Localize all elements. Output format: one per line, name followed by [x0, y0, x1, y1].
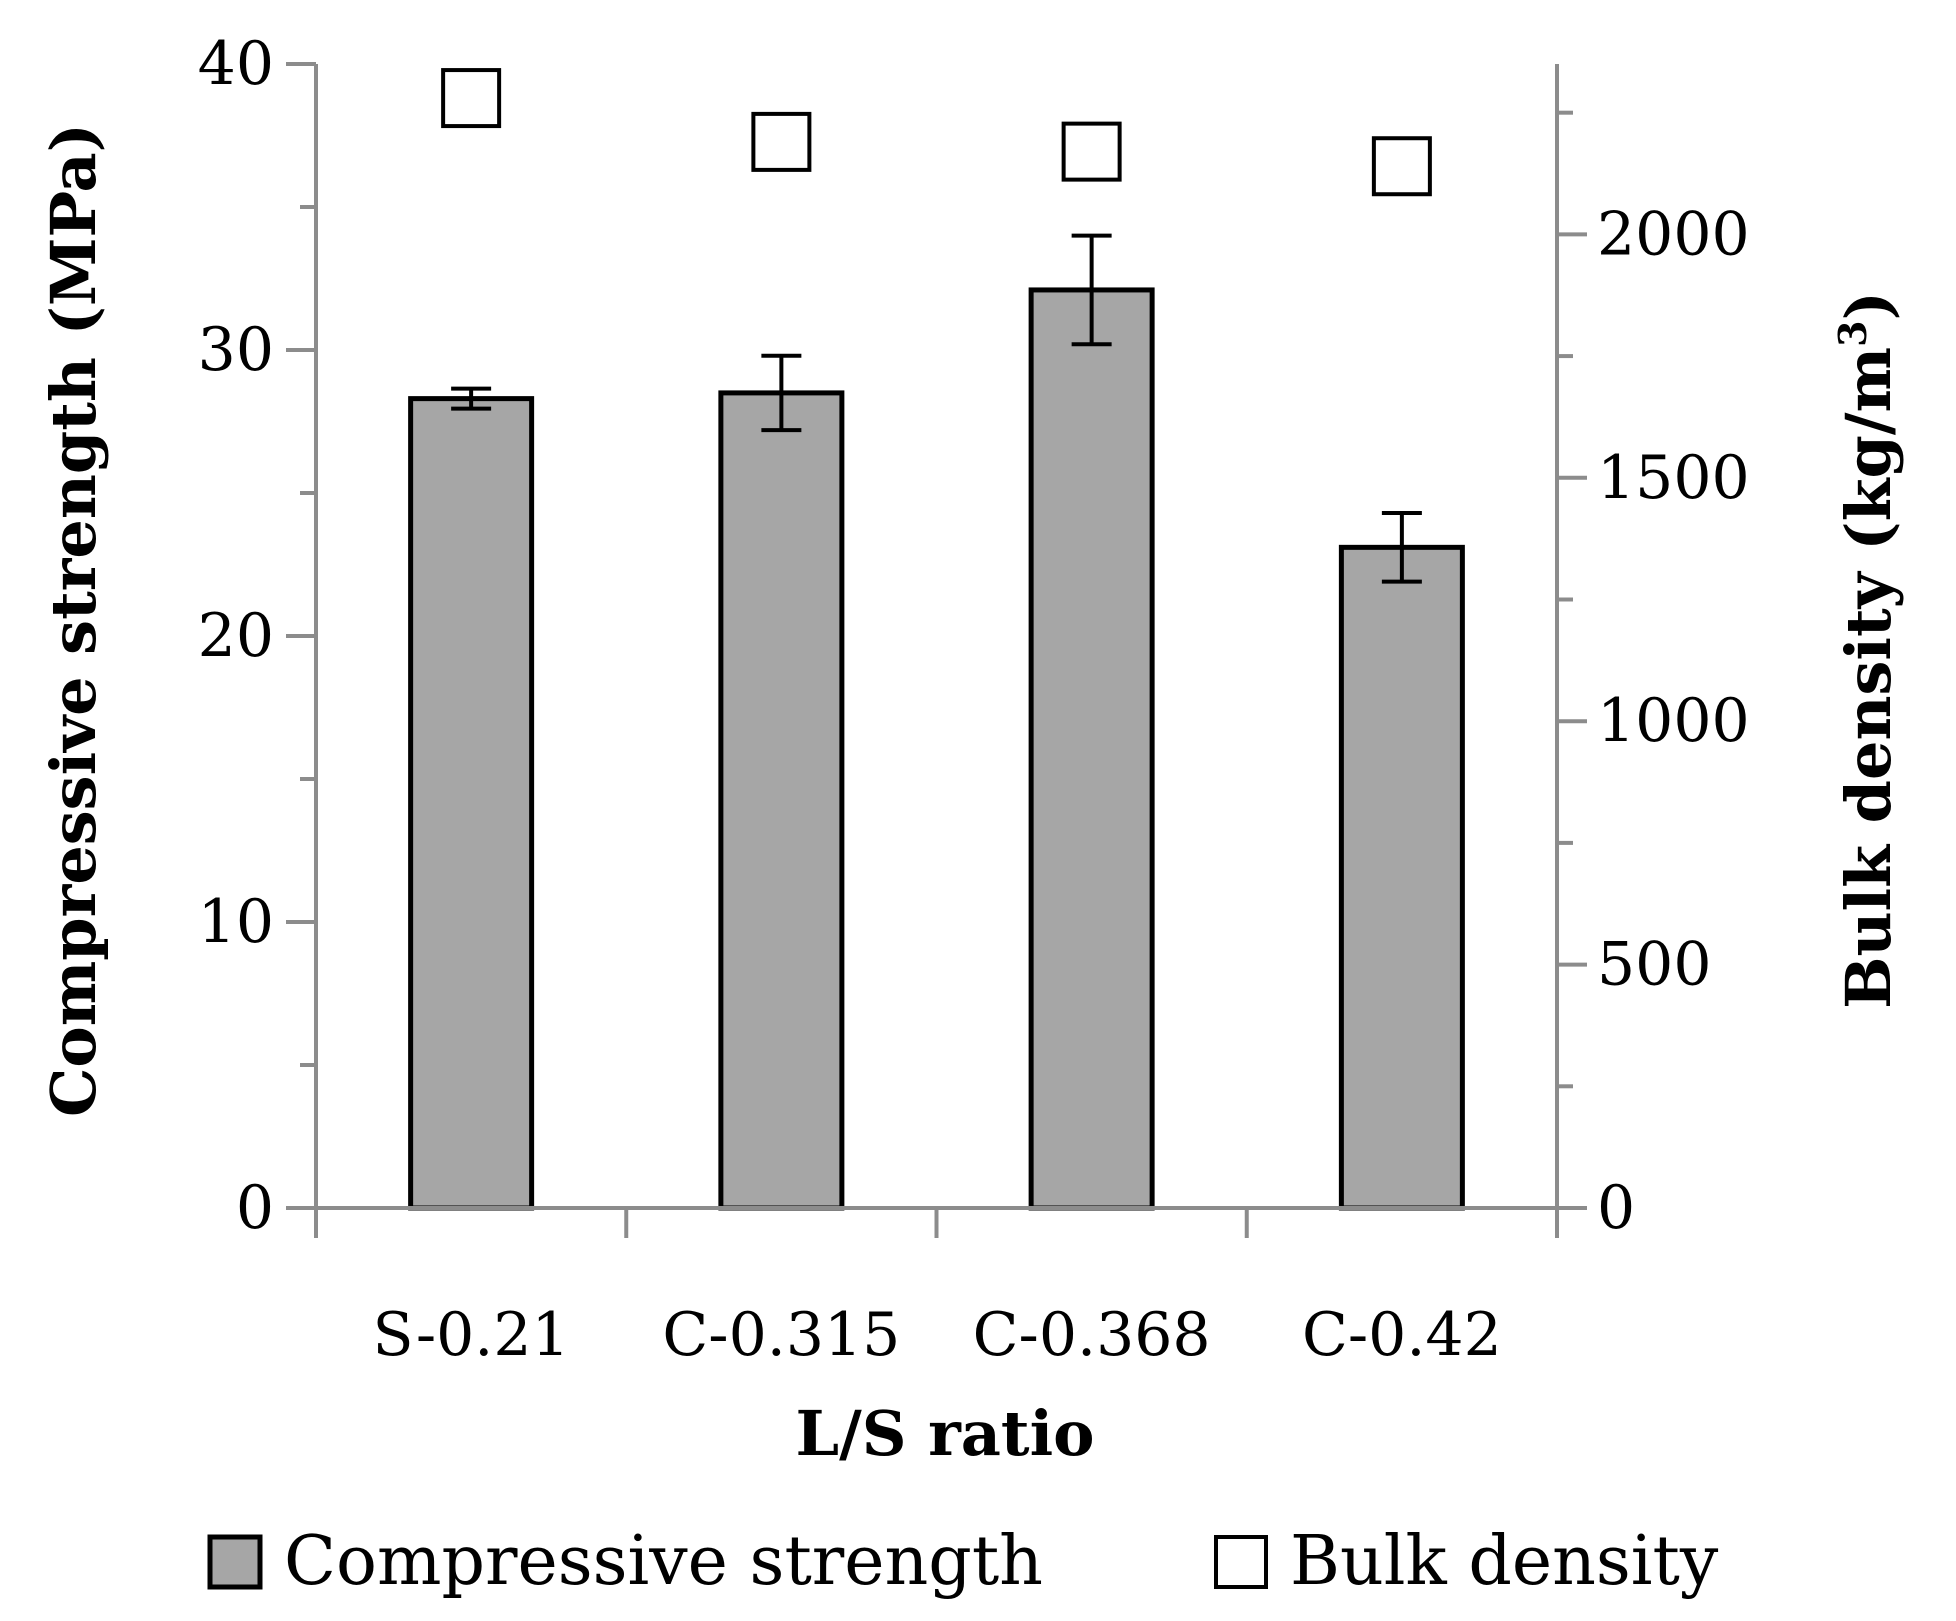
legend-swatch-compressive-strength	[207, 1534, 263, 1590]
bar-compressive-strength-C-0.368	[1028, 287, 1155, 1211]
error-bar-C-0.315	[761, 353, 802, 433]
legend-swatch-bulk-density	[1214, 1535, 1268, 1589]
y-tick-label: 10	[198, 887, 274, 957]
legend: Compressive strength Bulk density	[207, 1522, 1719, 1601]
y2-tick-label: 1500	[1597, 443, 1750, 513]
marker-bulk-density-C-0.42	[1371, 136, 1432, 197]
y2-axis-title-main: Bulk density (kg/m	[1832, 347, 1905, 1009]
x-axis-title: L/S ratio	[796, 1397, 1095, 1470]
x-tick-label: S-0.21	[373, 1300, 570, 1370]
ticks-layer: 0 10 20 30 40 0 500 1000 1500 2000 S-0.21 C-0.315 C-…	[198, 29, 1750, 1370]
y2-tick-label: 2000	[1597, 199, 1750, 269]
density-markers-layer	[441, 68, 1432, 197]
marker-bulk-density-S-0.21	[441, 68, 502, 129]
y2-axis-title: Bulk density (kg/m3)	[1830, 291, 1905, 1009]
bar-compressive-strength-C-0.315	[718, 390, 845, 1211]
error-bar-C-0.368	[1071, 233, 1112, 347]
y2-axis-title-superscript: 3	[1830, 320, 1875, 346]
error-bar-C-0.42	[1381, 511, 1422, 584]
marker-bulk-density-C-0.315	[751, 111, 812, 172]
x-tick-label: C-0.315	[662, 1300, 900, 1370]
y-tick-label: 30	[198, 315, 274, 385]
legend-label-bulk-density: Bulk density	[1290, 1522, 1719, 1601]
y-axis-title: Compressive strength (MPa)	[37, 123, 110, 1117]
y-tick-label: 20	[198, 601, 274, 671]
y2-tick-label: 0	[1597, 1173, 1635, 1243]
bars-layer	[408, 287, 1465, 1211]
y-tick-label: 0	[236, 1173, 274, 1243]
y-tick-label: 40	[198, 29, 274, 99]
bar-compressive-strength-S-0.21	[408, 396, 535, 1211]
legend-label-compressive-strength: Compressive strength	[284, 1522, 1043, 1601]
error-bars-layer	[451, 233, 1422, 584]
marker-bulk-density-C-0.368	[1061, 121, 1122, 182]
x-tick-label: C-0.42	[1302, 1300, 1502, 1370]
error-bar-S-0.21	[451, 386, 492, 411]
y2-axis-title-close: )	[1832, 291, 1905, 320]
y2-tick-label: 500	[1597, 930, 1712, 1000]
y2-tick-label: 1000	[1597, 686, 1750, 756]
bar-compressive-strength-C-0.42	[1338, 544, 1465, 1211]
x-tick-label: C-0.368	[973, 1300, 1211, 1370]
